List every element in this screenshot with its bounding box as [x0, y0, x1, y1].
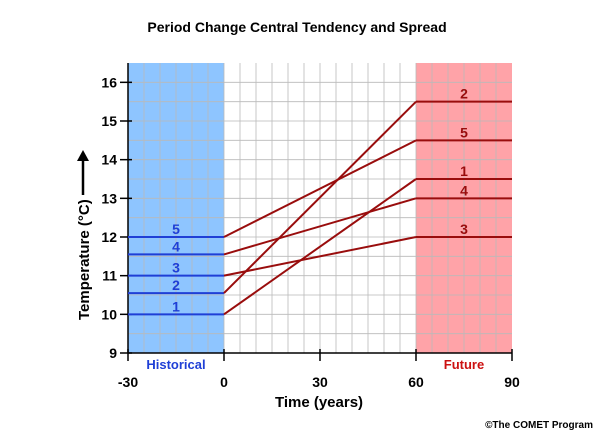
y-tick-label: 16: [101, 74, 117, 90]
historical-series-label-5: 5: [172, 221, 180, 237]
future-series-label-4: 4: [460, 182, 468, 198]
y-axis-arrow-head: [77, 150, 89, 161]
y-tick-label: 10: [101, 306, 117, 322]
future-label: Future: [444, 357, 484, 372]
x-tick-label: 60: [408, 374, 424, 390]
change-line-5: [223, 139, 417, 238]
change-line-4: [223, 197, 417, 256]
x-tick-label: 30: [312, 374, 328, 390]
y-axis-label: Temperature (°C): [76, 199, 93, 320]
historical-series-label-4: 4: [172, 238, 180, 254]
chart-title: Period Change Central Tendency and Sprea…: [147, 19, 446, 35]
y-tick-label: 14: [101, 152, 117, 168]
x-tick-label: -30: [118, 374, 138, 390]
y-tick-label: 12: [101, 229, 117, 245]
historical-label: Historical: [146, 357, 205, 372]
future-series-label-2: 2: [460, 86, 468, 102]
x-tick-label: 0: [220, 374, 228, 390]
change-line-3: [223, 236, 417, 277]
y-tick-label: 13: [101, 190, 117, 206]
historical-series-label-3: 3: [172, 260, 180, 276]
historical-series-label-1: 1: [172, 298, 180, 314]
x-axis-label: Time (years): [275, 394, 363, 411]
y-tick-label: 15: [101, 113, 117, 129]
future-series-label-3: 3: [460, 221, 468, 237]
y-tick-label: 11: [102, 268, 117, 284]
axes: [120, 63, 513, 361]
credit-text: ©The COMET Program: [485, 420, 593, 431]
historical-series-label-2: 2: [172, 277, 180, 293]
y-tick-label: 9: [109, 345, 117, 361]
y-axis-label-group: Temperature (°C): [76, 150, 93, 320]
series-lines: [128, 100, 512, 316]
change-line-2: [223, 100, 417, 294]
future-series-label-1: 1: [460, 163, 468, 179]
change-line-1: [223, 178, 417, 316]
future-series-label-5: 5: [460, 124, 468, 140]
x-tick-label: 90: [504, 374, 520, 390]
